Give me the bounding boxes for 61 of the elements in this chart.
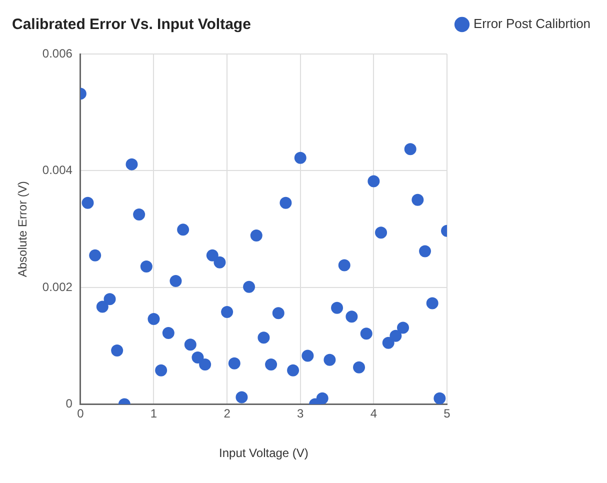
point — [184, 338, 196, 351]
point — [280, 196, 292, 209]
point — [126, 158, 138, 170]
y-axis-title: Absolute Error (V) — [16, 181, 30, 278]
point — [426, 297, 438, 310]
point — [228, 357, 240, 370]
point — [397, 322, 410, 334]
point — [214, 256, 226, 268]
point — [375, 226, 388, 239]
point — [434, 392, 446, 404]
x-tick-label: 4 — [370, 406, 378, 421]
point — [258, 332, 270, 344]
point — [206, 249, 218, 262]
point — [390, 330, 402, 342]
point — [82, 196, 94, 209]
x-tick-label: 0 — [77, 406, 84, 421]
legend-label: Error Post Calibrtion — [474, 16, 591, 32]
point — [243, 280, 256, 293]
point — [316, 392, 328, 404]
point — [96, 300, 108, 313]
point — [353, 361, 366, 374]
point — [192, 352, 204, 364]
point — [294, 152, 306, 164]
y-tick-label: 0.002 — [42, 280, 73, 294]
point — [265, 358, 278, 371]
x-tick-label: 3 — [297, 406, 304, 421]
point — [89, 249, 102, 262]
point — [221, 306, 234, 318]
y-tick-label: 0.006 — [42, 46, 73, 60]
x-tick-label: 1 — [150, 406, 158, 421]
point — [346, 310, 358, 323]
point — [272, 307, 284, 320]
point — [412, 194, 424, 206]
point — [140, 260, 152, 272]
point — [368, 175, 380, 188]
point — [250, 230, 262, 242]
y-tick-label: 0 — [66, 396, 73, 411]
x-tick-label: 2 — [224, 406, 231, 421]
y-tick-label: 0.004 — [42, 163, 73, 178]
point — [404, 143, 416, 156]
point — [360, 328, 372, 340]
point — [104, 293, 116, 306]
point — [133, 208, 146, 221]
point — [302, 350, 314, 362]
point — [331, 302, 344, 314]
point — [155, 364, 168, 376]
point — [236, 391, 248, 404]
point — [419, 245, 432, 258]
point — [148, 312, 160, 325]
point — [177, 224, 190, 236]
point — [338, 259, 350, 272]
point — [382, 336, 394, 349]
point — [287, 364, 300, 376]
x-tick-label: 5 — [444, 406, 451, 421]
x-axis-title: Input Voltage (V) — [219, 446, 308, 460]
chart-title: Calibrated Error Vs. Input Voltage — [12, 16, 251, 34]
point — [111, 344, 124, 357]
point — [324, 354, 336, 366]
point — [162, 326, 174, 339]
point — [199, 358, 212, 371]
point — [170, 275, 182, 288]
